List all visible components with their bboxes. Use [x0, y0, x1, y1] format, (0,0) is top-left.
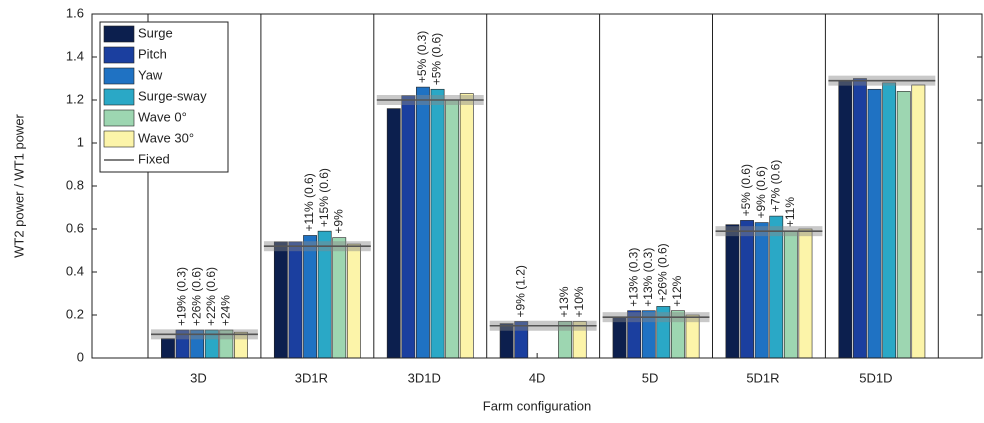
x-tick-label: 3D	[190, 370, 207, 385]
y-tick-label: 1.4	[66, 48, 84, 63]
annotation: +19% (0.3)	[175, 267, 189, 326]
bar	[769, 215, 784, 359]
bar	[783, 230, 798, 359]
bar	[273, 241, 288, 359]
bar	[401, 95, 416, 359]
annotation: +11%	[783, 197, 797, 227]
bar	[386, 108, 401, 359]
plot-frame	[91, 13, 983, 359]
legend-label: Surge-sway	[138, 88, 207, 103]
annotation: +26% (0.6)	[189, 267, 203, 326]
bar	[838, 80, 853, 359]
y-tick-label: 0	[77, 349, 84, 364]
bar	[882, 82, 897, 359]
x-tick-label: 5D1R	[746, 370, 779, 385]
bar	[612, 316, 627, 359]
annotation: +13%	[557, 286, 571, 317]
annotation: +13% (0.3)	[626, 248, 640, 307]
annotation: +10%	[572, 286, 586, 317]
annotation: +5% (0.6)	[739, 164, 753, 216]
annotation: +9% (1.2)	[513, 265, 527, 317]
bar	[161, 338, 175, 359]
annotation: +11% (0.6)	[302, 173, 316, 231]
x-tick-label: 5D	[642, 370, 659, 385]
y-tick-label: 1.2	[66, 91, 84, 106]
bar	[896, 91, 911, 359]
annotation: +5% (0.3)	[415, 31, 429, 83]
legend-label: Wave 30°	[138, 130, 194, 145]
x-tick-label: 4D	[529, 370, 546, 385]
annotation: +22% (0.6)	[204, 267, 218, 326]
y-tick-label: 0.4	[66, 263, 84, 278]
y-tick-label: 1.6	[66, 5, 84, 20]
legend-swatch	[103, 67, 135, 85]
bar	[754, 222, 769, 359]
x-tick-label: 3D1R	[295, 370, 328, 385]
x-axis-label: Farm configuration	[483, 398, 591, 413]
legend-swatch	[103, 109, 135, 127]
annotation: +5% (0.6)	[430, 33, 444, 85]
legend-label: Pitch	[138, 46, 167, 61]
annotation: +9% (0.6)	[754, 166, 768, 218]
annotation: +26% (0.6)	[656, 243, 670, 302]
y-tick-label: 0.8	[66, 177, 84, 192]
bar	[445, 99, 460, 359]
bar	[798, 228, 813, 359]
bar	[346, 243, 361, 359]
legend-swatch	[103, 88, 135, 106]
bar	[853, 78, 867, 359]
legend-label: Surge	[138, 25, 173, 40]
bar	[867, 88, 882, 359]
bar	[332, 237, 347, 359]
y-tick-label: 0.6	[66, 220, 84, 235]
annotation: +12%	[670, 275, 684, 306]
legend-label: Yaw	[138, 67, 163, 82]
legend-label: Fixed	[138, 151, 170, 166]
bar	[430, 88, 445, 359]
bar	[303, 235, 317, 359]
y-axis-label: WT2 power / WT1 power	[11, 113, 26, 257]
bar	[288, 241, 303, 359]
annotation: +15% (0.6)	[317, 168, 331, 227]
annotation: +9%	[331, 209, 345, 234]
annotation: +7% (0.6)	[768, 160, 782, 212]
bar	[911, 84, 926, 359]
y-tick-label: 1	[77, 134, 84, 149]
annotation: +24%	[219, 295, 233, 326]
x-tick-label: 3D1D	[408, 370, 441, 385]
x-tick-label: 5D1D	[859, 370, 892, 385]
bar	[725, 224, 740, 359]
bar	[740, 220, 754, 359]
bar	[459, 93, 474, 359]
legend-swatch	[103, 46, 135, 64]
legend-swatch	[103, 25, 135, 43]
legend-swatch	[103, 130, 135, 148]
bar	[416, 86, 430, 359]
legend-label: Wave 0°	[138, 109, 187, 124]
annotation: +13% (0.3)	[641, 248, 655, 307]
y-tick-label: 0.2	[66, 306, 84, 321]
